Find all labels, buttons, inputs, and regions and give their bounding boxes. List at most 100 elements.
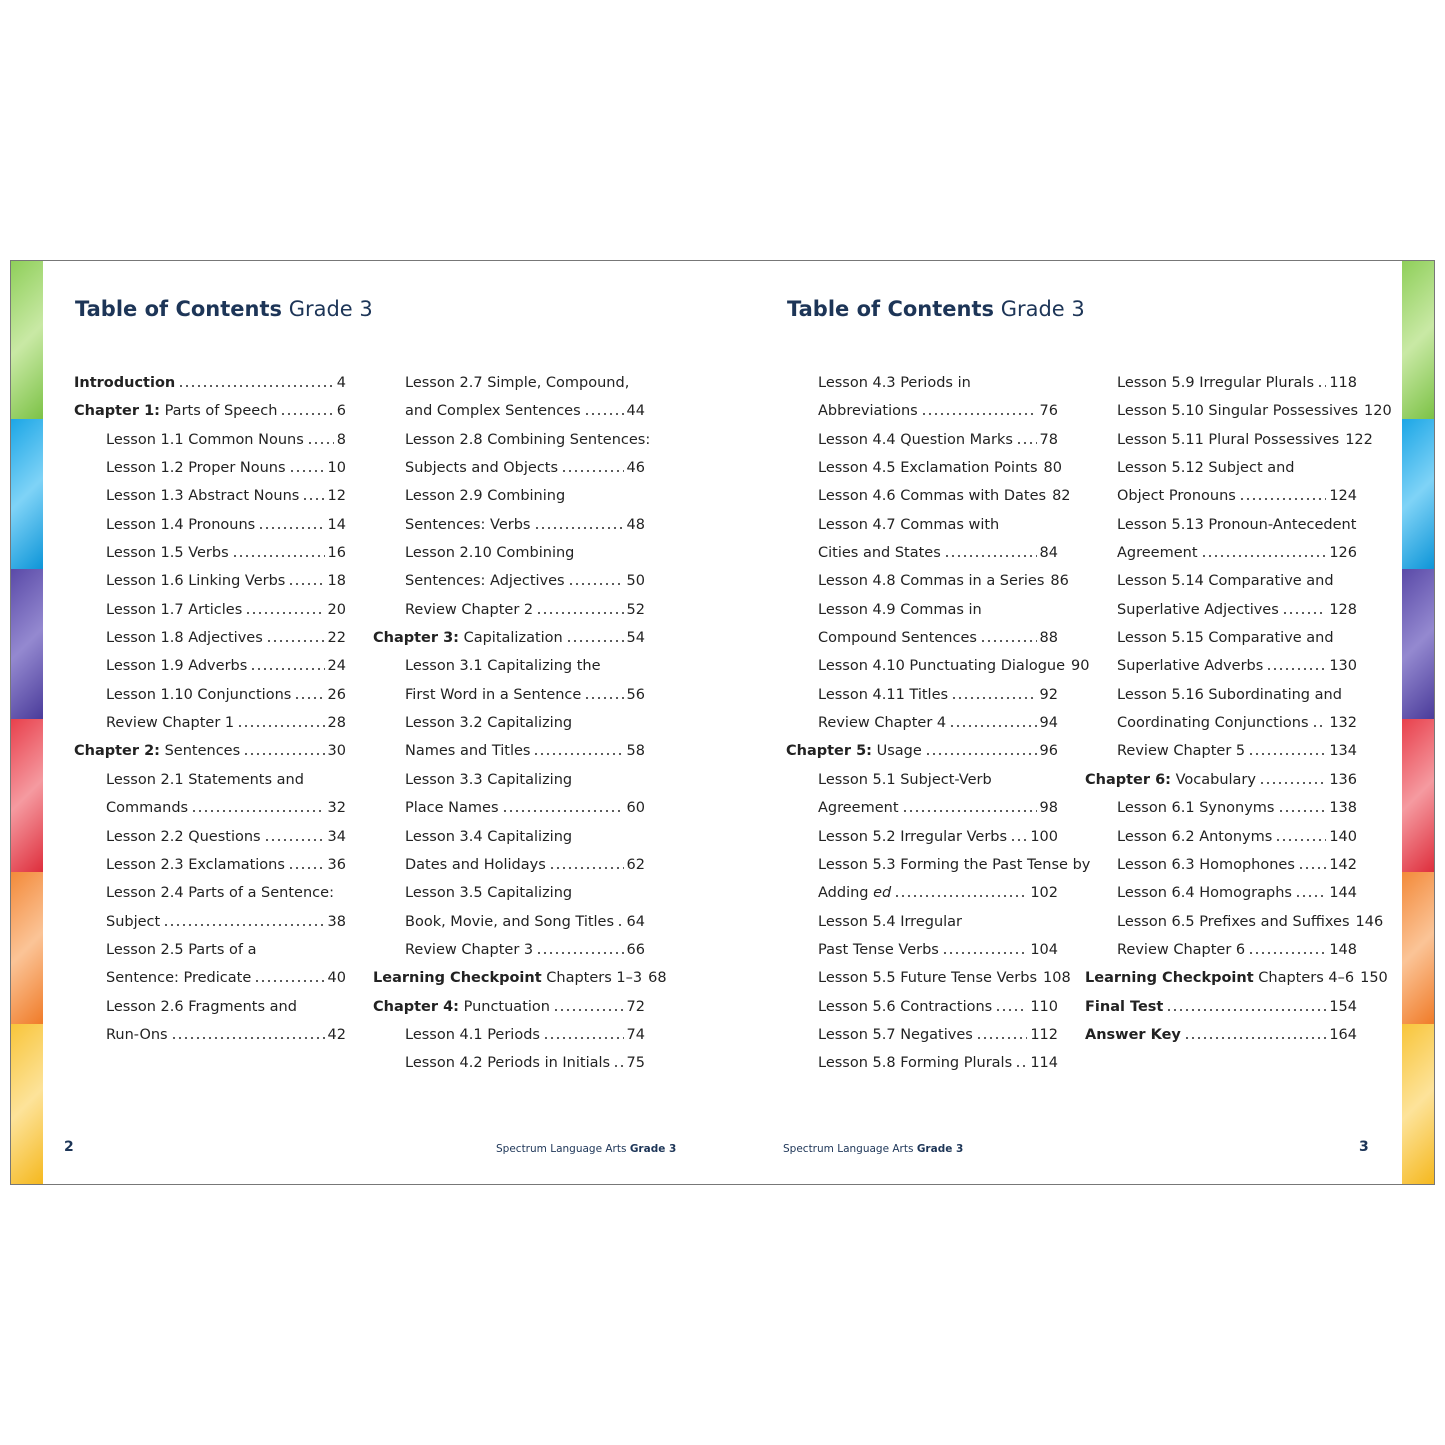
entry-label: Lesson 5.8 Forming Plurals	[818, 1049, 1012, 1077]
dot-leader	[995, 1008, 1028, 1011]
dot-leader	[979, 640, 1037, 643]
entry-label: Run-Ons	[106, 1021, 168, 1049]
dot-leader	[1317, 385, 1327, 387]
toc-line: Lesson 2.3 Exclamations 36	[74, 851, 346, 879]
toc-line: Lesson 2.2 Questions 34	[74, 823, 346, 851]
page-ref: 136	[1329, 771, 1357, 788]
dot-leader	[1015, 441, 1037, 444]
entry-label: Lesson 1.5 Verbs	[106, 539, 229, 567]
toc-line: and Complex Sentences 44	[373, 397, 645, 425]
entry-label: Chapter 2: Sentences	[74, 737, 240, 765]
entry-label: Lesson 6.5 Prefixes and Suffixes	[1117, 908, 1350, 936]
dot-leader	[1275, 838, 1327, 841]
entry-label: Chapter 1: Parts of Speech	[74, 397, 277, 425]
dot-leader	[258, 526, 325, 529]
entry-label: Object Pronouns	[1117, 482, 1236, 510]
toc-line: Lesson 5.2 Irregular Verbs 100	[786, 823, 1058, 851]
entry-label: Commands	[106, 794, 188, 822]
entry-label: Lesson 6.1 Synonyms	[1117, 794, 1275, 822]
entry-label: Agreement	[818, 794, 899, 822]
entry-label: Lesson 2.3 Exclamations	[106, 851, 285, 879]
entry-bold: Chapter 3:	[373, 630, 459, 647]
toc-line: Lesson 5.1 Subject-Verb	[786, 766, 1058, 794]
page-ref: 88	[1039, 630, 1058, 647]
dot-leader	[894, 895, 1028, 898]
entry-label: Review Chapter 1	[106, 709, 234, 737]
toc-line: Lesson 4.11 Titles 92	[786, 681, 1058, 709]
dot-leader	[170, 1036, 325, 1039]
toc-line: Lesson 3.2 Capitalizing	[373, 709, 645, 737]
page-ref: 132	[1329, 715, 1357, 732]
page-ref: 150	[1360, 970, 1388, 987]
page-number: 2	[64, 1139, 74, 1155]
entry-text: Lesson 1.10 Conjunctions	[106, 686, 292, 703]
entry-label: Answer Key	[1085, 1021, 1181, 1049]
page-ref: 46	[626, 460, 645, 477]
entry-bold: Final Test	[1085, 998, 1164, 1015]
entry-label: Place Names	[405, 794, 499, 822]
entry-label: Lesson 2.6 Fragments and	[106, 993, 297, 1021]
toc-line: Lesson 4.8 Commas in a Series 86	[786, 567, 1069, 595]
page-ref: 56	[626, 686, 645, 703]
entry-text: Lesson 6.4 Homographs	[1117, 885, 1292, 902]
dot-leader	[533, 526, 624, 529]
dot-leader	[250, 668, 325, 671]
entry-label: Cities and States	[818, 539, 941, 567]
toc-line: Final Test 154	[1085, 993, 1357, 1021]
entry-text: Lesson 4.4 Question Marks	[818, 431, 1013, 448]
dot-leader	[1297, 866, 1327, 869]
toc-line: Lesson 2.8 Combining Sentences:	[373, 426, 650, 454]
entry-label: Chapter 3: Capitalization	[373, 624, 563, 652]
entry-text: Lesson 6.1 Synonyms	[1117, 800, 1275, 817]
entry-text: Lesson 2.1 Statements and	[106, 771, 304, 788]
entry-label: Subjects and Objects	[405, 454, 558, 482]
toc-line: Lesson 6.2 Antonyms 140	[1085, 823, 1357, 851]
entry-text: Sentences: Verbs	[405, 516, 531, 533]
entry-label: Sentences: Verbs	[405, 511, 531, 539]
dot-leader	[237, 725, 325, 728]
entry-label: Lesson 5.10 Singular Possessives	[1117, 397, 1358, 425]
toc-line: Lesson 6.4 Homographs 144	[1085, 879, 1357, 907]
dot-leader	[1010, 838, 1028, 841]
entry-bold: Learning Checkpoint	[1085, 970, 1254, 987]
dot-leader	[565, 640, 624, 643]
toc-line: Introduction 4	[74, 369, 346, 397]
page-ref: 148	[1329, 941, 1357, 958]
entry-text: Lesson 4.8 Commas in a Series	[818, 573, 1045, 590]
dot-leader	[294, 696, 325, 699]
entry-text: Lesson 4.1 Periods	[405, 1026, 540, 1043]
toc-line: Book, Movie, and Song Titles 64	[373, 908, 645, 936]
dot-leader	[583, 413, 624, 416]
toc-line: Review Chapter 2 52	[373, 596, 645, 624]
entry-label: Book, Movie, and Song Titles	[405, 908, 614, 936]
dot-leader	[941, 951, 1028, 954]
entry-text: First Word in a Sentence	[405, 686, 582, 703]
entry-text: Lesson 6.5 Prefixes and Suffixes	[1117, 913, 1350, 930]
toc-line: Chapter 5: Usage 96	[786, 737, 1058, 765]
page-ref: 14	[327, 516, 346, 533]
entry-label: Lesson 1.4 Pronouns	[106, 511, 255, 539]
toc-line: Lesson 2.5 Parts of a	[74, 936, 346, 964]
entry-text: Subject	[106, 913, 161, 930]
dot-leader	[1015, 1065, 1028, 1068]
entry-text: Commands	[106, 800, 189, 817]
entry-label: Lesson 4.2 Periods in Initials	[405, 1049, 610, 1077]
toc-line: Lesson 5.4 Irregular	[786, 908, 1058, 936]
entry-text: Abbreviations	[818, 403, 918, 420]
page-ref: 104	[1030, 941, 1058, 958]
toc-line: Lesson 3.4 Capitalizing	[373, 823, 645, 851]
page-ref: 110	[1030, 998, 1058, 1015]
entry-label: Lesson 4.10 Punctuating Dialogue	[818, 652, 1065, 680]
entry-text: Lesson 1.3 Abstract Nouns	[106, 488, 300, 505]
toc-line: Lesson 3.3 Capitalizing	[373, 766, 645, 794]
toc-line: Lesson 5.6 Contractions 110	[786, 993, 1058, 1021]
entry-text: Lesson 4.7 Commas with	[818, 516, 1000, 533]
entry-text: Lesson 4.5 Exclamation Points	[818, 460, 1038, 477]
entry-label: Lesson 2.7 Simple, Compound,	[405, 369, 629, 397]
entry-text: Lesson 2.6 Fragments and	[106, 998, 297, 1015]
toc-line: Names and Titles 58	[373, 737, 645, 765]
entry-text: Lesson 4.10 Punctuating Dialogue	[818, 658, 1066, 675]
page-ref: 134	[1329, 743, 1357, 760]
entry-text: Lesson 3.4 Capitalizing	[405, 828, 573, 845]
footer-text: Spectrum Language Arts Grade 3	[496, 1143, 676, 1155]
